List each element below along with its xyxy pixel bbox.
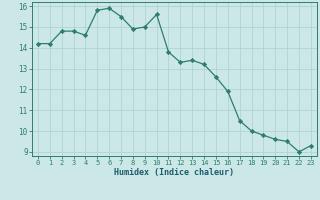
X-axis label: Humidex (Indice chaleur): Humidex (Indice chaleur) <box>115 168 234 177</box>
